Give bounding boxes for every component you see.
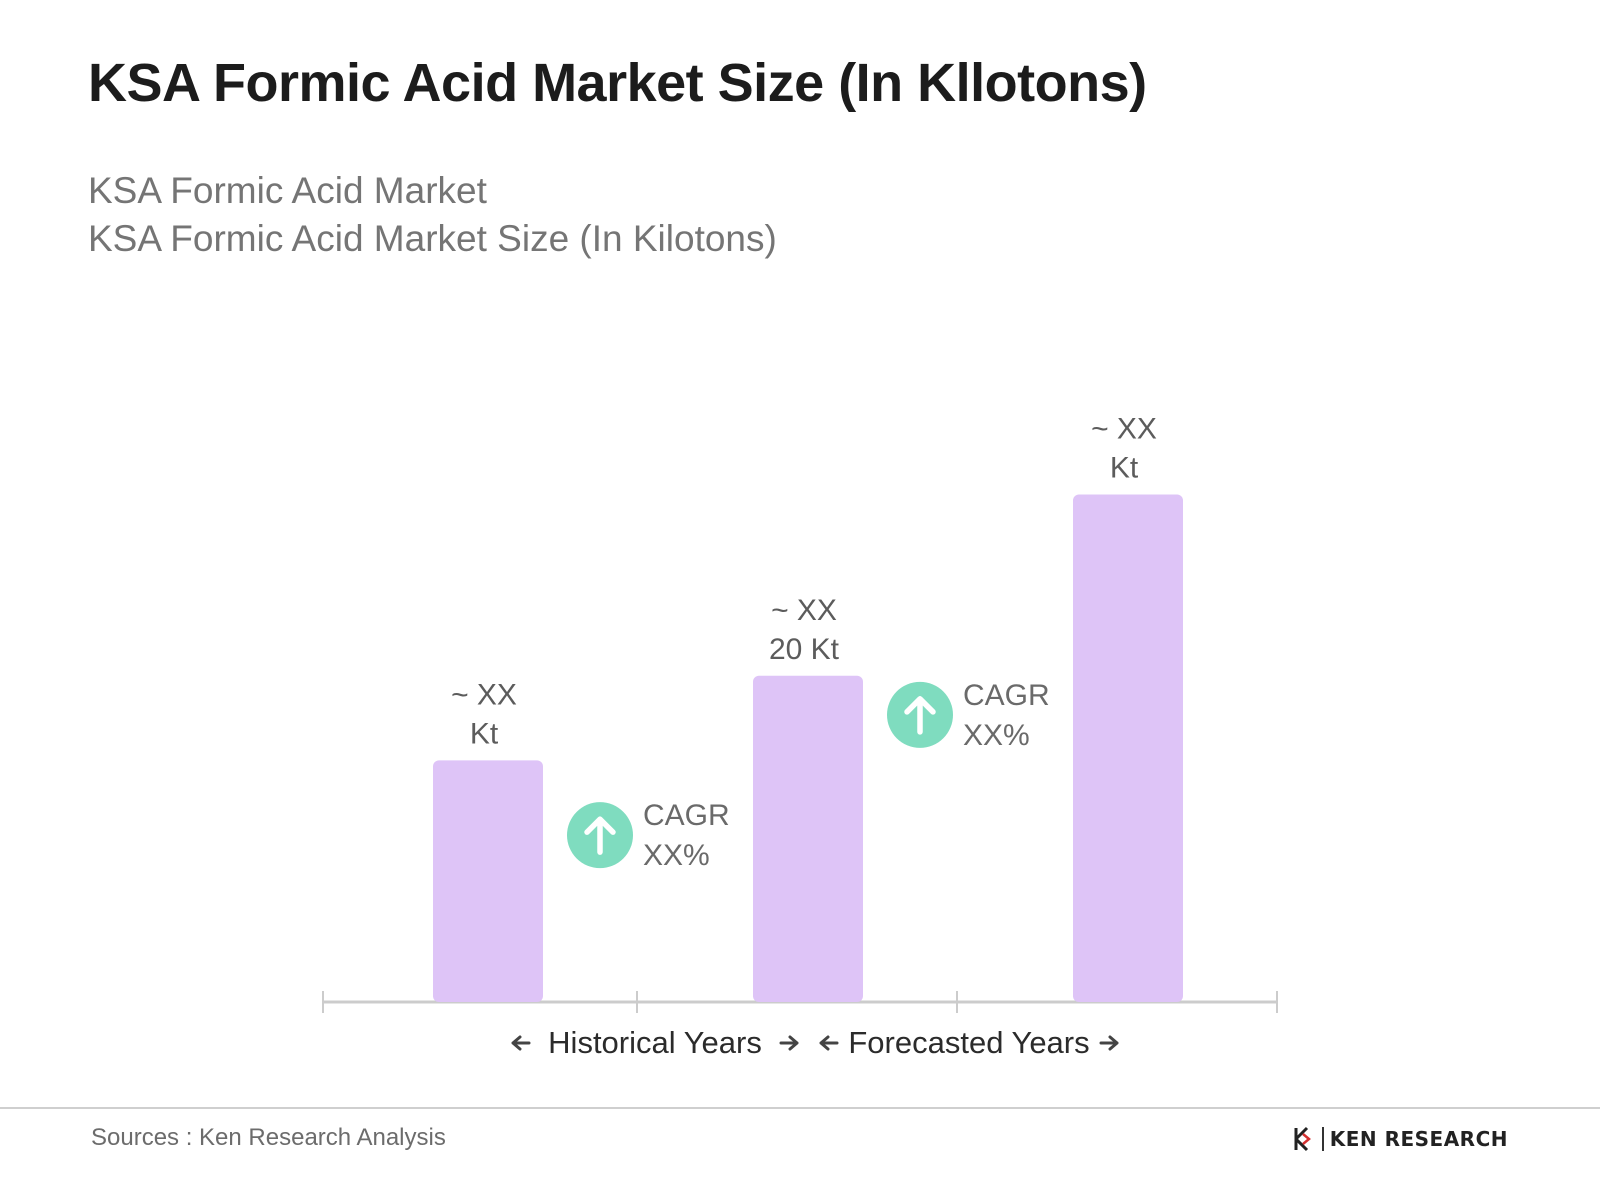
- brand: KEN RESEARCH: [1294, 1126, 1508, 1152]
- bar-label-2-line2: Kt: [1110, 452, 1139, 485]
- bar-label-2-line1: ~ XX: [1091, 413, 1157, 446]
- bar-chart: ~ XX Kt ~ XX 20 Kt ~ XX Kt CAGR XX% CAGR XX% Histo…: [322, 413, 1278, 1060]
- chart-subtitle-market: KSA Formic Acid Market: [88, 170, 487, 211]
- period-label-0: Historical Years: [548, 1025, 762, 1060]
- cagr-arrow-glyph-1: [904, 696, 936, 735]
- cagr-label-1: CAGR: [963, 679, 1050, 712]
- bar-label-0-line1: ~ XX: [451, 678, 517, 711]
- cagr-value-0: XX%: [643, 839, 710, 872]
- cagr-label-0: CAGR: [643, 799, 730, 832]
- bar-2: [1073, 494, 1183, 1002]
- brand-name: KEN RESEARCH: [1329, 1127, 1508, 1151]
- bar-0: [433, 760, 543, 1002]
- footer-divider: [0, 1107, 1600, 1109]
- bar-label-0-line2: Kt: [470, 717, 499, 750]
- arrow-left-icon-1: [819, 1035, 839, 1051]
- arrow-right-icon-0: [779, 1035, 799, 1051]
- bar-1: [753, 675, 863, 1002]
- arrow-left-icon-0: [511, 1035, 531, 1051]
- bar-label-1-line2: 20 Kt: [769, 633, 840, 666]
- bar-label-1-line1: ~ XX: [771, 594, 837, 627]
- chart-subtitle-size: KSA Formic Acid Market Size (In Kilotons…: [88, 218, 777, 259]
- ken-research-logo-icon: [1294, 1126, 1311, 1152]
- cagr-value-1: XX%: [963, 719, 1030, 752]
- page-title: KSA Formic Acid Market Size (In Kllotons…: [88, 53, 1147, 113]
- brand-separator: [1321, 1127, 1324, 1151]
- cagr-arrow-glyph-0: [584, 816, 616, 855]
- period-label-1: Forecasted Years: [848, 1025, 1089, 1060]
- sources-note: Sources : Ken Research Analysis: [91, 1124, 446, 1151]
- arrow-right-icon-1: [1099, 1035, 1119, 1051]
